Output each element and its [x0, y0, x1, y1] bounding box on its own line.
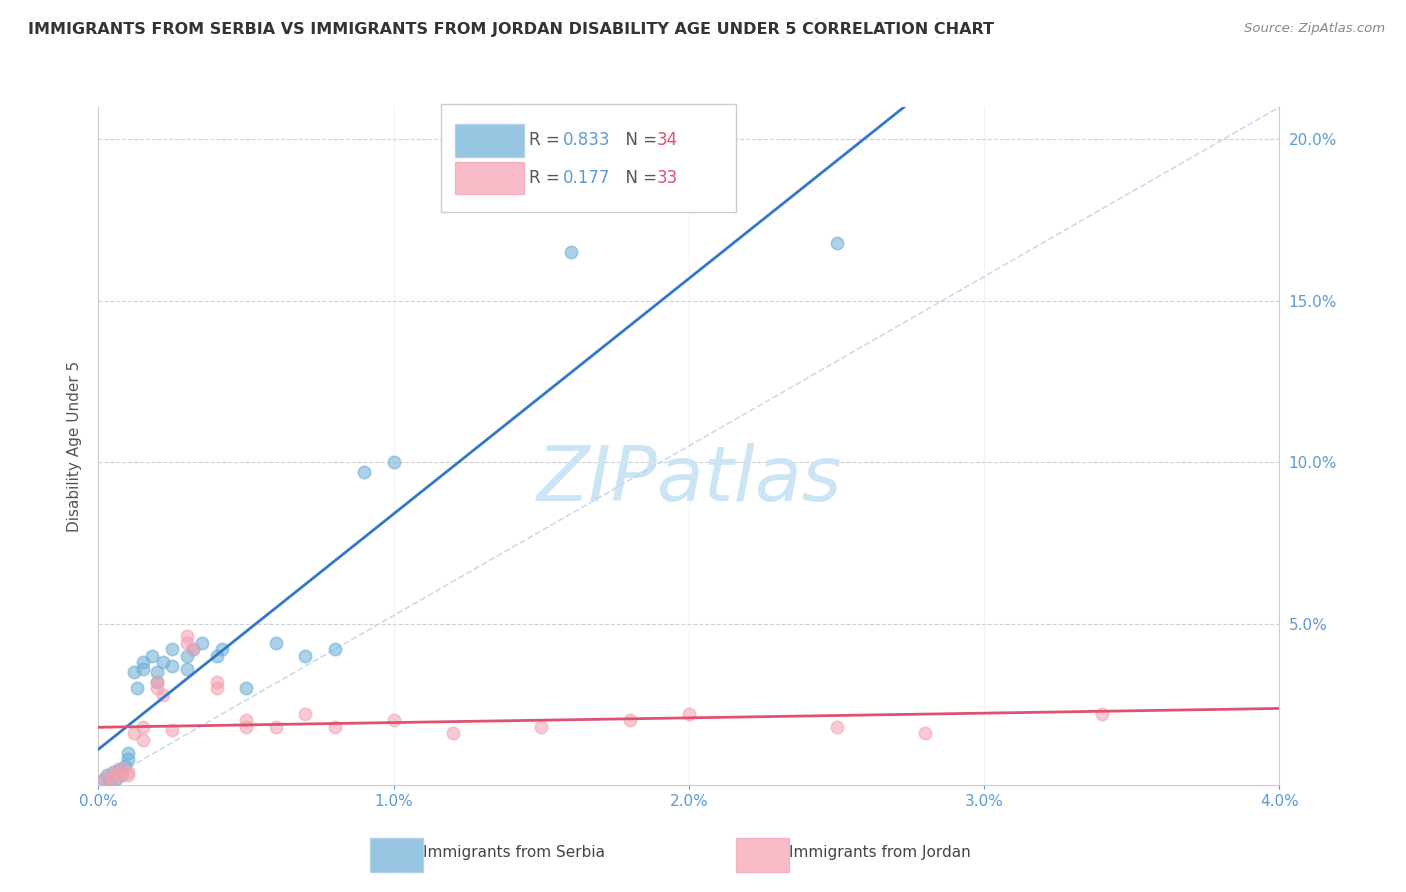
Point [122, 726, 145, 740]
Point [117, 752, 139, 766]
Point [111, 762, 134, 776]
Point [132, 662, 155, 676]
Point [914, 726, 936, 740]
Point [132, 655, 155, 669]
FancyBboxPatch shape [441, 103, 737, 212]
Point [619, 714, 641, 728]
Point [105, 765, 128, 780]
Text: Source: ZipAtlas.com: Source: ZipAtlas.com [1244, 22, 1385, 36]
Point [103, 765, 125, 780]
Point [117, 765, 139, 780]
Point [152, 688, 174, 702]
Point [122, 665, 145, 679]
Point [146, 665, 169, 679]
Point [825, 720, 848, 734]
Point [96, 768, 118, 782]
Point [114, 758, 136, 772]
Point [678, 706, 700, 721]
Point [103, 772, 125, 786]
Point [181, 642, 204, 657]
FancyBboxPatch shape [456, 124, 523, 156]
Point [323, 642, 346, 657]
Point [146, 674, 169, 689]
Point [117, 768, 139, 782]
Point [323, 720, 346, 734]
Point [205, 681, 228, 695]
FancyBboxPatch shape [456, 162, 523, 194]
Y-axis label: Disability Age Under 5: Disability Age Under 5 [67, 360, 83, 532]
Point [235, 681, 257, 695]
Point [181, 642, 204, 657]
Point [560, 245, 582, 260]
Point [93, 772, 115, 786]
Point [235, 720, 257, 734]
Text: R =: R = [530, 169, 565, 187]
Text: N =: N = [614, 131, 662, 149]
Point [108, 768, 131, 782]
Point [235, 714, 257, 728]
Point [146, 681, 169, 695]
Point [530, 720, 553, 734]
Text: Immigrants from Jordan: Immigrants from Jordan [789, 846, 972, 860]
Point [98, 768, 121, 782]
Text: 0.177: 0.177 [562, 169, 610, 187]
Point [125, 681, 148, 695]
Point [382, 455, 405, 469]
Point [176, 662, 198, 676]
Point [264, 720, 287, 734]
Point [176, 630, 198, 644]
Point [132, 732, 155, 747]
Point [162, 723, 183, 737]
Point [162, 642, 183, 657]
Point [176, 648, 198, 663]
FancyBboxPatch shape [370, 838, 423, 871]
Point [162, 658, 183, 673]
Text: Immigrants from Serbia: Immigrants from Serbia [423, 846, 605, 860]
Point [294, 648, 316, 663]
Point [205, 674, 228, 689]
Point [211, 642, 233, 657]
Point [294, 706, 316, 721]
Point [146, 674, 169, 689]
Text: 34: 34 [657, 131, 678, 149]
FancyBboxPatch shape [737, 838, 789, 871]
Point [141, 648, 163, 663]
Point [105, 772, 128, 786]
Point [191, 636, 214, 650]
Point [98, 774, 121, 789]
Text: 33: 33 [657, 169, 678, 187]
Point [1091, 706, 1114, 721]
Point [353, 465, 375, 479]
Text: N =: N = [614, 169, 662, 187]
Point [152, 655, 174, 669]
Text: ZIPatlas: ZIPatlas [536, 443, 842, 516]
Point [111, 768, 134, 782]
Point [205, 648, 228, 663]
Point [93, 772, 115, 786]
Point [825, 235, 848, 250]
Point [264, 636, 287, 650]
Point [176, 636, 198, 650]
Text: R =: R = [530, 131, 565, 149]
Point [441, 726, 464, 740]
Text: IMMIGRANTS FROM SERBIA VS IMMIGRANTS FROM JORDAN DISABILITY AGE UNDER 5 CORRELAT: IMMIGRANTS FROM SERBIA VS IMMIGRANTS FRO… [28, 22, 994, 37]
Point [382, 714, 405, 728]
Point [132, 720, 155, 734]
Text: 0.833: 0.833 [562, 131, 610, 149]
Point [117, 746, 139, 760]
Point [108, 762, 131, 776]
